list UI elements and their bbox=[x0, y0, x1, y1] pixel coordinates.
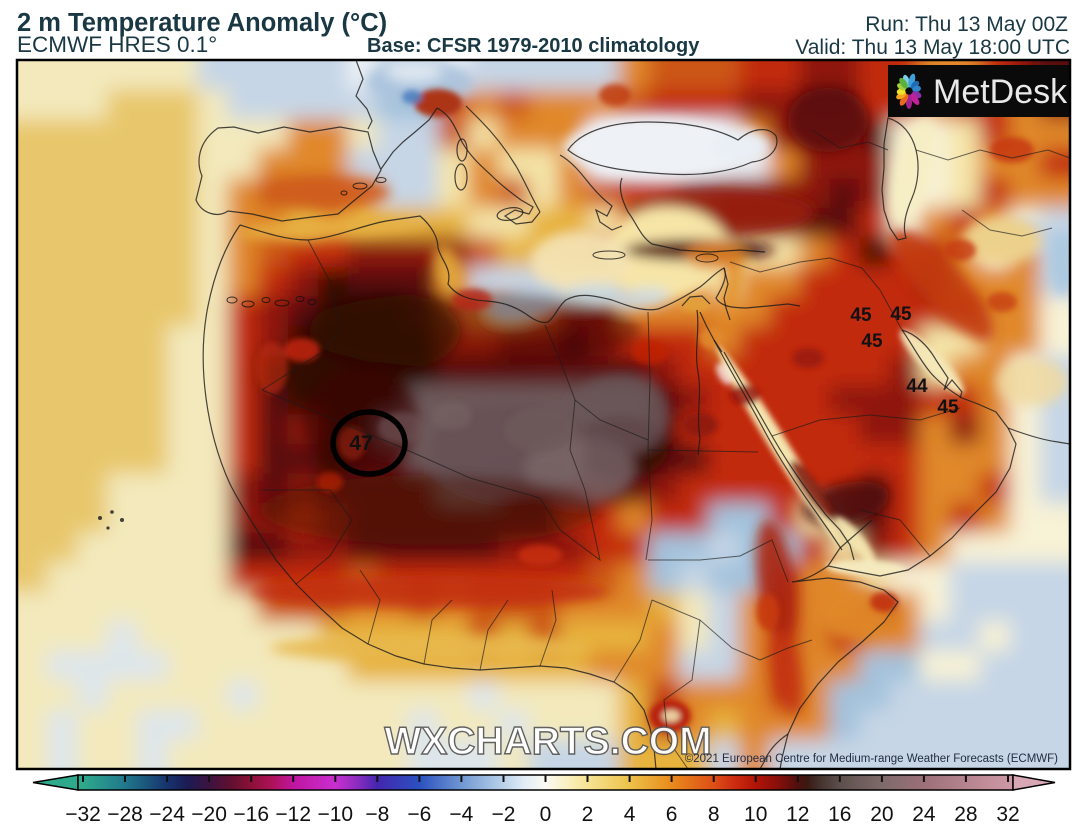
svg-text:32: 32 bbox=[996, 803, 1019, 826]
svg-text:45: 45 bbox=[890, 304, 912, 325]
svg-text:MetDesk: MetDesk bbox=[933, 73, 1068, 111]
svg-text:©2021 European Centre for Medi: ©2021 European Centre for Medium-range W… bbox=[685, 753, 1058, 765]
svg-text:4: 4 bbox=[624, 803, 636, 826]
svg-text:−24: −24 bbox=[149, 803, 185, 826]
svg-text:−10: −10 bbox=[317, 803, 353, 826]
svg-text:45: 45 bbox=[850, 305, 872, 326]
svg-text:−4: −4 bbox=[449, 803, 473, 826]
svg-text:−8: −8 bbox=[365, 803, 389, 826]
svg-text:28: 28 bbox=[954, 803, 977, 826]
svg-text:−32: −32 bbox=[65, 803, 101, 826]
svg-text:−6: −6 bbox=[407, 803, 431, 826]
svg-text:47: 47 bbox=[349, 432, 372, 455]
svg-text:Base: CFSR 1979-2010 climatolo: Base: CFSR 1979-2010 climatology bbox=[367, 35, 700, 57]
svg-text:2 m Temperature Anomaly (°C): 2 m Temperature Anomaly (°C) bbox=[17, 9, 387, 37]
svg-text:ECMWF HRES 0.1°: ECMWF HRES 0.1° bbox=[17, 32, 217, 57]
svg-text:−20: −20 bbox=[191, 803, 227, 826]
svg-text:45: 45 bbox=[861, 331, 883, 352]
svg-text:−28: −28 bbox=[107, 803, 143, 826]
svg-text:20: 20 bbox=[870, 803, 893, 826]
svg-text:8: 8 bbox=[708, 803, 720, 826]
svg-text:24: 24 bbox=[912, 803, 936, 826]
svg-text:12: 12 bbox=[786, 803, 809, 826]
svg-text:44: 44 bbox=[906, 376, 928, 397]
svg-text:2: 2 bbox=[582, 803, 594, 826]
svg-text:−2: −2 bbox=[492, 803, 516, 826]
svg-text:10: 10 bbox=[744, 803, 767, 826]
svg-text:WXCHARTS.COM: WXCHARTS.COM bbox=[384, 720, 711, 763]
svg-text:Run: Thu 13 May 00Z: Run: Thu 13 May 00Z bbox=[865, 13, 1068, 36]
svg-text:16: 16 bbox=[828, 803, 851, 826]
svg-text:Valid: Thu 13 May 18:00 UTC: Valid: Thu 13 May 18:00 UTC bbox=[795, 36, 1070, 59]
svg-text:−16: −16 bbox=[233, 803, 269, 826]
svg-text:−12: −12 bbox=[275, 803, 311, 826]
svg-text:6: 6 bbox=[666, 803, 678, 826]
svg-text:0: 0 bbox=[540, 803, 552, 826]
svg-text:45: 45 bbox=[937, 397, 959, 418]
